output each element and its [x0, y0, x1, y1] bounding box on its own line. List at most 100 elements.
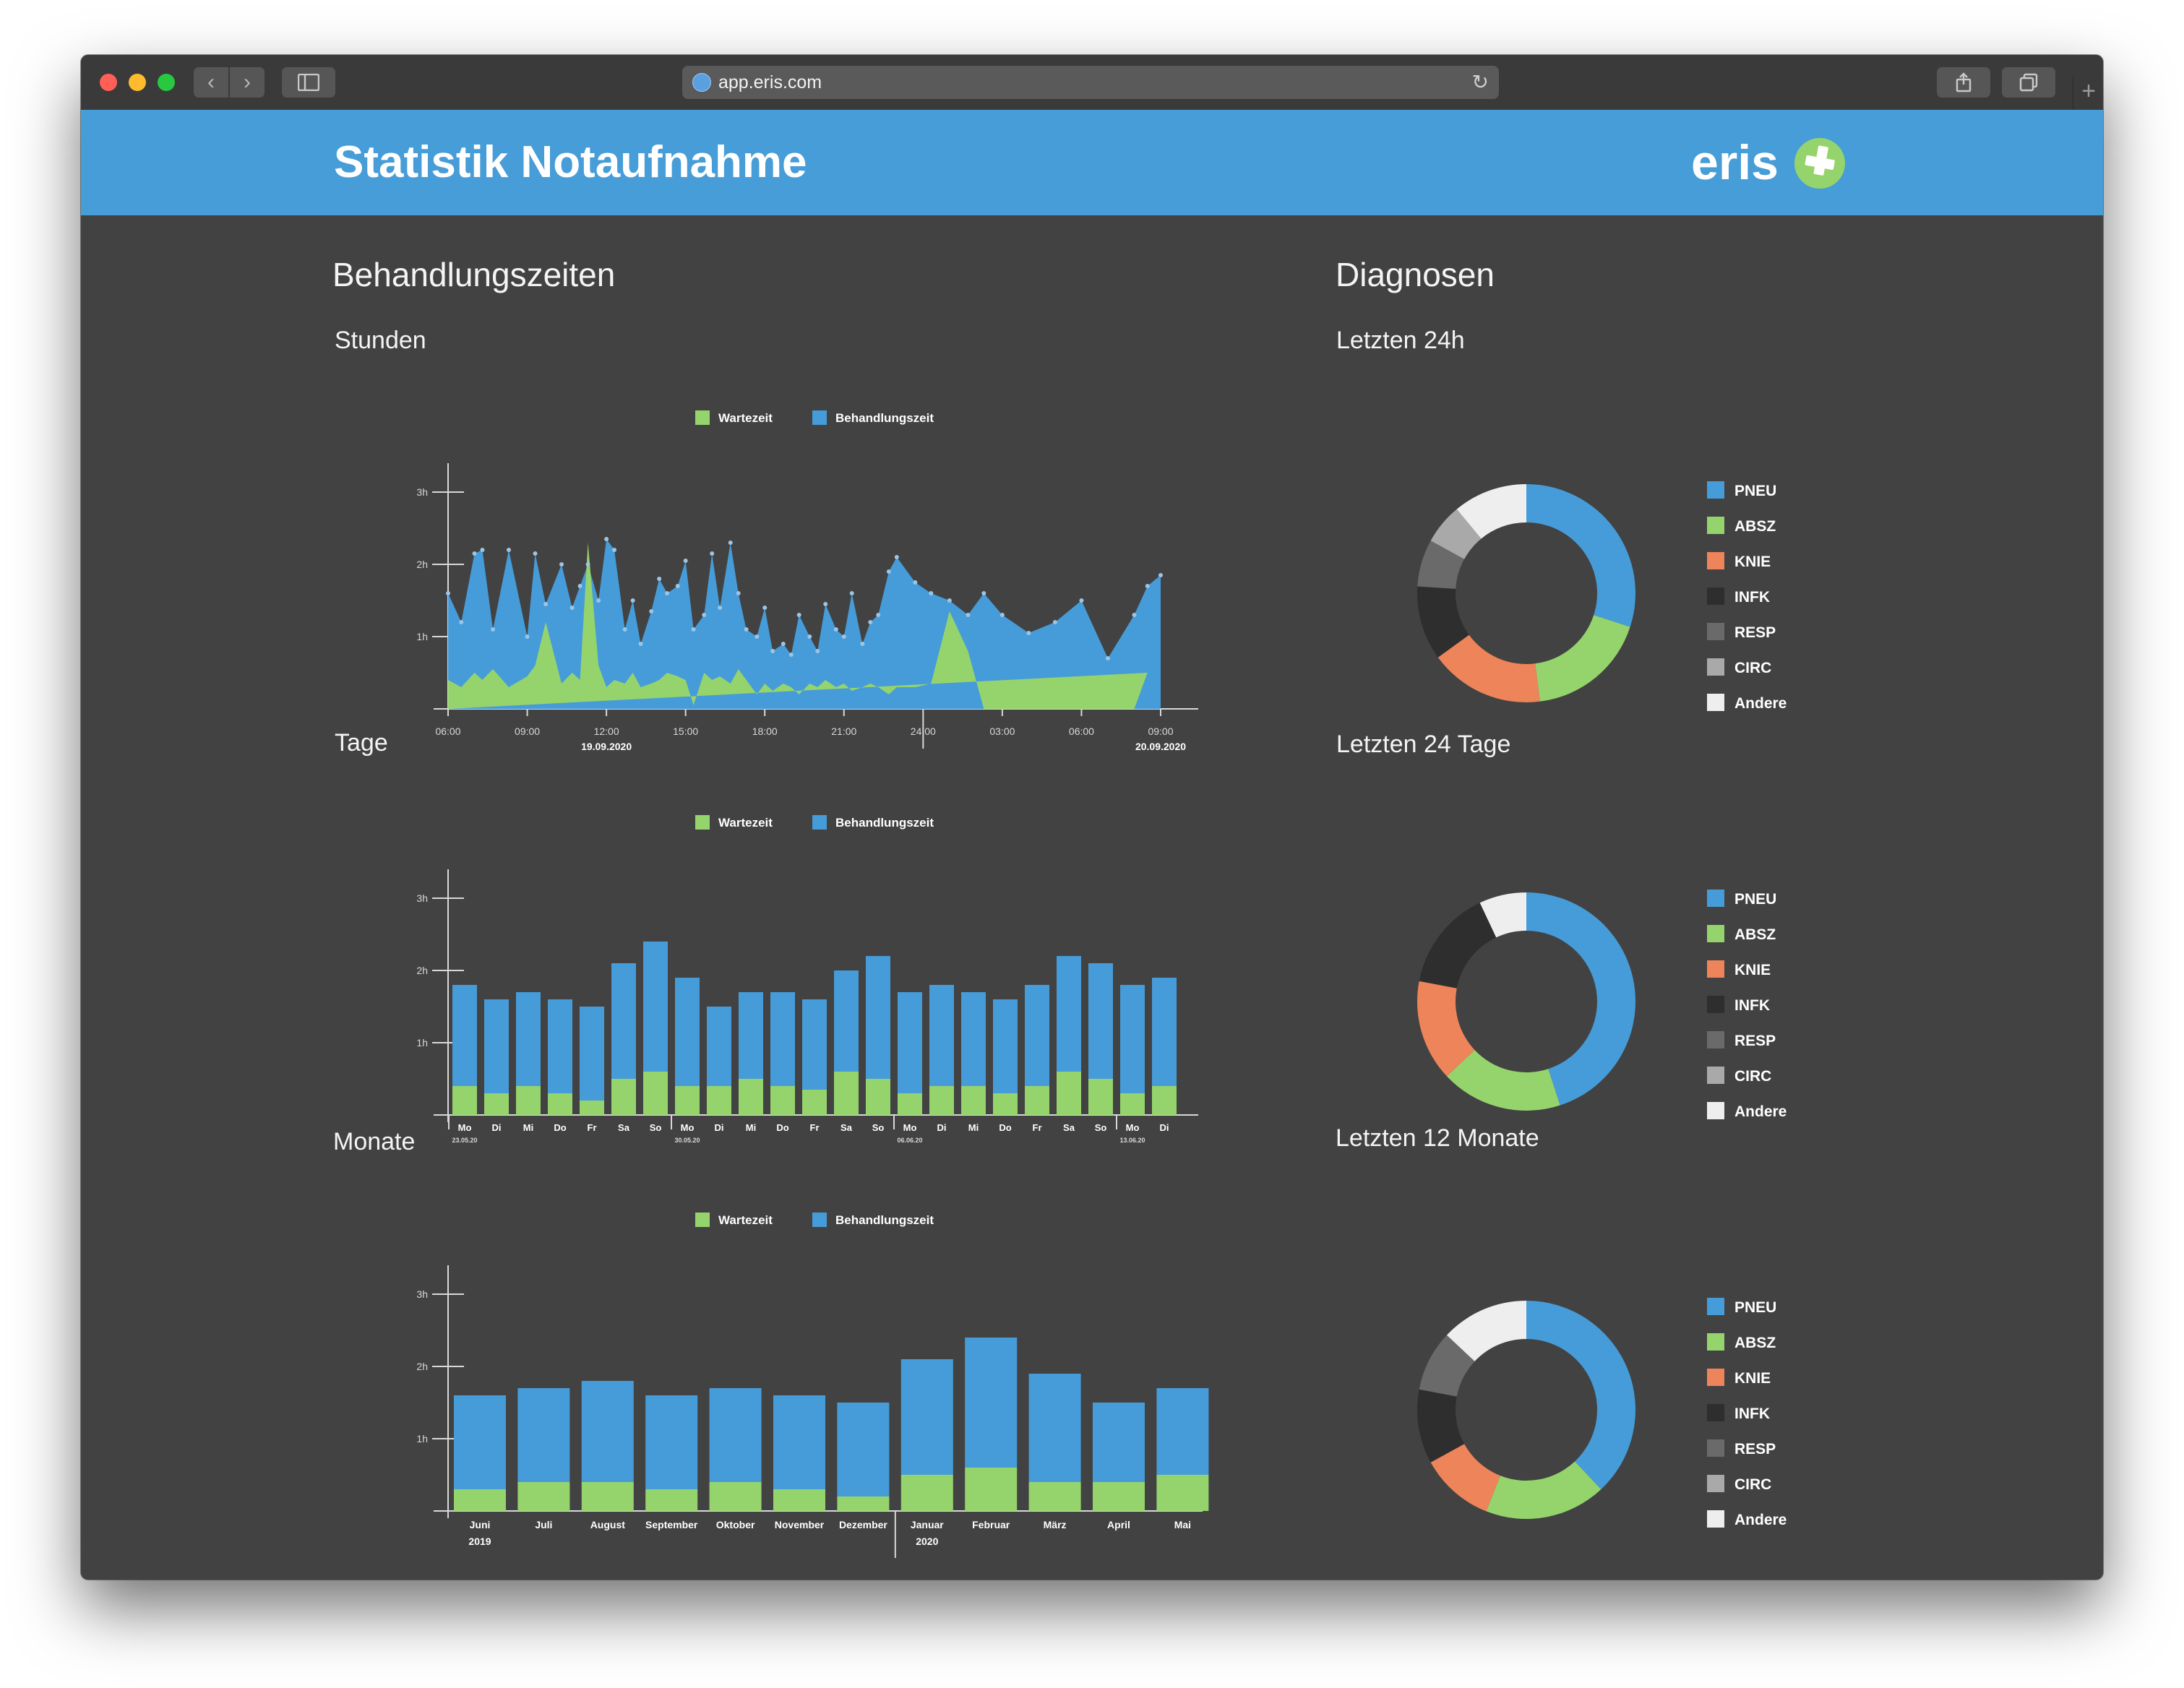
monate-wartezeit-bar	[581, 1482, 634, 1511]
monate-wartezeit-bar	[517, 1482, 570, 1511]
donut-24-tage-legend-swatch	[1707, 1031, 1724, 1048]
behandlungszeit-point	[807, 634, 812, 639]
donut-24-tage-legend-label: CIRC	[1734, 1068, 1771, 1085]
stunden-legend-behandlungszeit-label: Behandlungszeit	[835, 411, 934, 425]
tage-day-label: Mo	[458, 1122, 472, 1133]
donut-24-tage-slice-pneu	[1526, 892, 1635, 1106]
behandlungszeit-point	[559, 562, 564, 567]
behandlungszeit-point	[638, 642, 643, 646]
monate-wartezeit-bar	[773, 1489, 825, 1511]
tage-week-label: 13.06.20	[1119, 1137, 1145, 1144]
monate-y-tick-label: 2h	[416, 1361, 428, 1372]
monate-legend-wartezeit-swatch	[695, 1213, 710, 1227]
tage-behandlungszeit-bar	[929, 985, 954, 1086]
close-window-button[interactable]	[100, 74, 117, 91]
tage-behandlungszeit-bar	[739, 992, 763, 1079]
stunden-legend-wartezeit-swatch	[695, 410, 710, 425]
donut-24h-legend-label: CIRC	[1734, 660, 1771, 676]
donut-12-monate-legend-label: PNEU	[1734, 1299, 1776, 1316]
tage-behandlungszeit-bar	[770, 992, 795, 1086]
behandlungszeit-point	[1079, 598, 1084, 603]
donut-12-monate-slice-pneu	[1526, 1301, 1635, 1490]
monate-month-label: Dezember	[839, 1519, 887, 1530]
back-button[interactable]: ‹	[194, 67, 228, 98]
sidebar-toggle-button[interactable]	[282, 67, 335, 98]
behandlungszeit-point	[1158, 573, 1163, 577]
forward-button[interactable]: ›	[230, 67, 265, 98]
donut-24-tage-legend-swatch	[1707, 1067, 1724, 1084]
donut-24-tage-legend-swatch	[1707, 890, 1724, 907]
donut-24-tage-title: Letzten 24 Tage	[1336, 731, 1511, 758]
stunden-x-tick-label: 15:00	[673, 725, 698, 737]
behandlungszeit-point	[446, 591, 450, 595]
donut-24-tage-slice-andere	[1479, 892, 1526, 938]
behandlungszeit-point	[622, 627, 627, 632]
behandlungszeit-point	[762, 606, 768, 610]
stunden-chart: 1h 2h 3h Wartezeit Behandlungszeit 06:00 09:00…	[416, 410, 1198, 752]
new-tab-button[interactable]: +	[2073, 77, 2103, 110]
tage-legend-wartezeit-label: Wartezeit	[718, 816, 773, 830]
donut-24h-legend-label: ABSZ	[1734, 518, 1776, 535]
browser-window: ‹ › app.eris.com ↻ + Statistik Notaufnah…	[81, 55, 2103, 1580]
monate-month-label: März	[1044, 1519, 1067, 1530]
monate-y-tick-label: 3h	[416, 1288, 428, 1300]
tage-wartezeit-bar	[1120, 1093, 1145, 1115]
minimize-window-button[interactable]	[129, 74, 146, 91]
tage-behandlungszeit-bar	[1120, 985, 1145, 1093]
tage-day-label: Di	[1160, 1122, 1169, 1133]
monate-month-label: Juni	[470, 1519, 491, 1530]
tage-day-label: Mo	[903, 1122, 917, 1133]
donut-24-tage-legend-swatch	[1707, 925, 1724, 942]
behandlungszeit-point	[525, 634, 530, 639]
tage-wartezeit-bar	[611, 1079, 636, 1115]
donut-24h-slice-andere	[1456, 484, 1526, 539]
tage-week-label: 06.06.20	[897, 1137, 922, 1144]
tage-legend-wartezeit-swatch	[695, 815, 710, 830]
diagnosen-title: Diagnosen	[1336, 256, 1495, 293]
monate-wartezeit-bar	[1028, 1482, 1081, 1511]
stunden-x-tick-label: 06:00	[1069, 725, 1094, 737]
behandlungszeit-point	[886, 569, 891, 574]
stunden-y-tick-label: 3h	[416, 486, 428, 498]
zoom-window-button[interactable]	[158, 74, 175, 91]
address-bar[interactable]: app.eris.com ↻	[682, 66, 1499, 99]
tage-wartezeit-bar	[929, 1086, 954, 1115]
monate-wartezeit-bar	[965, 1468, 1018, 1511]
donut-24h-chart: PNEU ABSZ KNIE INFK RESP CIRC Andere	[1417, 481, 1787, 712]
behandlungszeit-point	[833, 627, 838, 632]
tage-behandlungszeit-bar	[707, 1007, 731, 1086]
tage-wartezeit-bar	[452, 1086, 477, 1115]
donut-24-tage-slice-knie	[1417, 981, 1475, 1077]
tage-day-label: So	[1095, 1122, 1107, 1133]
monate-legend-wartezeit-label: Wartezeit	[718, 1213, 773, 1227]
behandlungszeit-point	[894, 555, 899, 559]
stunden-x-tick-label: 03:00	[989, 725, 1015, 737]
monate-month-label: Juli	[535, 1519, 552, 1530]
behandlungszeit-point	[849, 591, 854, 595]
tage-behandlungszeit-bar	[898, 992, 922, 1093]
tage-behandlungszeit-bar	[802, 999, 827, 1090]
behandlungszeit-point	[1132, 613, 1137, 617]
share-button[interactable]	[1937, 67, 1990, 98]
tage-day-label: Fr	[588, 1122, 597, 1133]
tage-day-label: Do	[999, 1122, 1011, 1133]
reload-icon[interactable]: ↻	[1471, 71, 1489, 93]
tage-y-tick-label: 2h	[416, 965, 428, 976]
tage-day-label: Sa	[618, 1122, 630, 1133]
behandlungszeit-point	[472, 551, 477, 556]
url-text: app.eris.com	[718, 72, 822, 92]
tage-day-label: Sa	[1063, 1122, 1075, 1133]
donut-24h-legend-swatch	[1707, 481, 1724, 499]
behandlungszeit-point	[841, 634, 846, 639]
tage-day-label: Sa	[841, 1122, 853, 1133]
behandlungszeit-point	[815, 649, 820, 653]
tabs-icon	[2019, 73, 2038, 92]
donut-24-tage-legend-label: KNIE	[1734, 962, 1771, 978]
tabs-button[interactable]	[2002, 67, 2055, 98]
tage-behandlungszeit-bar	[580, 1007, 604, 1101]
behandlungszeit-point	[770, 649, 775, 653]
behandlungszeit-point	[675, 584, 680, 588]
donut-24h-legend-label: RESP	[1734, 624, 1776, 641]
behandlungszeit-point	[506, 548, 511, 552]
monate-title: Monate	[333, 1128, 416, 1155]
